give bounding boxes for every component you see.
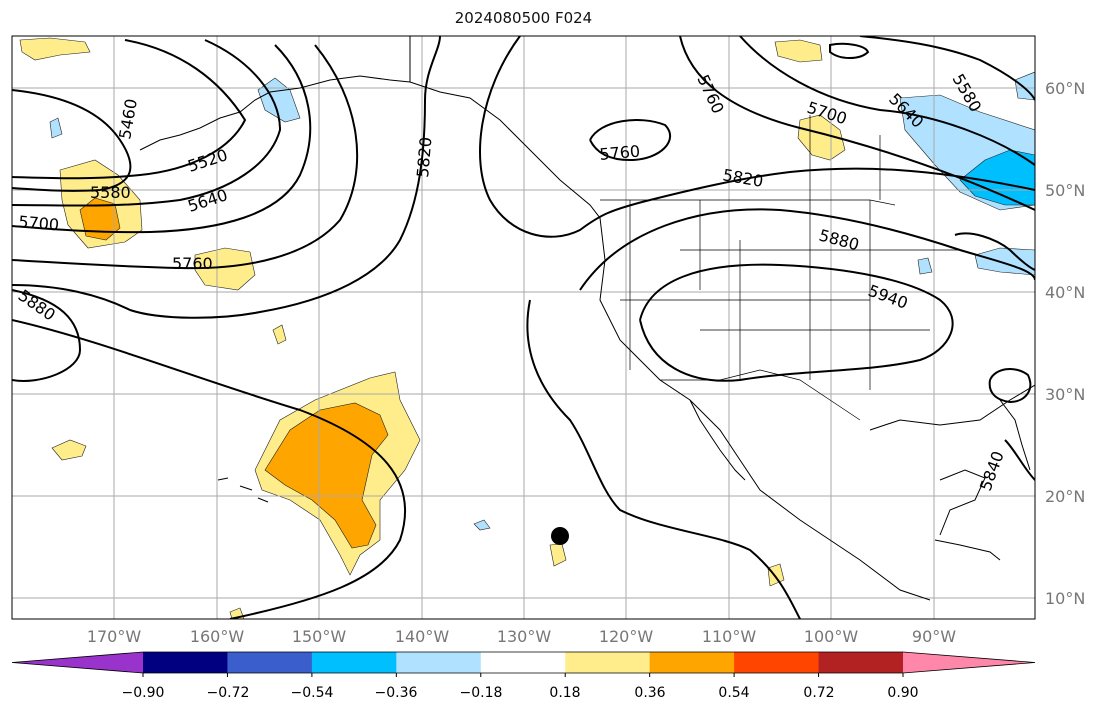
colorbar-segment	[649, 652, 735, 673]
colorbar-tick-label: −0.72	[207, 685, 250, 701]
longitude-tick-label: 150°W	[292, 627, 347, 646]
colorbar-tick-label: 0.90	[887, 685, 918, 701]
colorbar-tick-label: −0.90	[122, 685, 165, 701]
colorbar-tick-label: 0.54	[718, 685, 749, 701]
latitude-tick-label: 40°N	[1045, 283, 1085, 302]
longitude-tick-label: 100°W	[804, 627, 859, 646]
latitude-tick-label: 10°N	[1045, 589, 1085, 608]
colorbar-segment	[396, 652, 482, 673]
colorbar-segment	[480, 652, 566, 673]
colorbar-segment	[311, 652, 397, 673]
contour-label: 5820	[413, 136, 435, 178]
latitude-tick-label: 20°N	[1045, 487, 1085, 506]
colorbar-segment	[565, 652, 651, 673]
longitude-tick-label: 140°W	[395, 627, 450, 646]
colorbar-ticks: −0.90 −0.72 −0.54 −0.36 −0.18 0.18 0.36 …	[122, 685, 919, 701]
longitude-tick-label: 120°W	[599, 627, 654, 646]
colorbar-segment	[227, 652, 313, 673]
colorbar-tick-label: 0.72	[803, 685, 834, 701]
latitude-axis: 60°N 50°N 40°N 30°N 20°N 10°N	[1045, 79, 1085, 608]
colorbar-segment	[818, 652, 904, 673]
colorbar-segment	[734, 652, 820, 673]
contour-label: 5760	[172, 254, 213, 273]
map-border	[11, 35, 1036, 620]
colorbar-tick-label: −0.54	[291, 685, 334, 701]
latitude-tick-label: 60°N	[1045, 79, 1085, 98]
colorbar-tick-label: 0.36	[634, 685, 665, 701]
colorbar-extension-min	[12, 652, 143, 673]
latitude-tick-label: 30°N	[1045, 385, 1085, 404]
height-contours	[12, 36, 1035, 619]
colorbar	[11, 651, 1036, 677]
longitude-tick-label: 110°W	[702, 627, 757, 646]
colorbar-tick-label: −0.18	[460, 685, 503, 701]
longitude-tick-label: 160°W	[190, 627, 245, 646]
storm-center-marker	[551, 527, 569, 545]
longitude-tick-label: 130°W	[497, 627, 552, 646]
latitude-tick-label: 50°N	[1045, 181, 1085, 200]
contour-label: 5760	[599, 142, 641, 164]
longitude-axis: 170°W 160°W 150°W 140°W 130°W 120°W 110°…	[87, 627, 956, 646]
coastlines	[139, 36, 1035, 601]
colorbar-segment	[143, 652, 228, 673]
map-title: 2024080500 F024	[454, 9, 593, 27]
colorbar-extension-max	[903, 652, 1035, 673]
colorbar-tick-label: −0.36	[375, 685, 418, 701]
longitude-tick-label: 90°W	[912, 627, 956, 646]
contour-label: 5700	[18, 212, 60, 234]
contour-label: 5580	[90, 183, 131, 202]
colorbar-tick-label: 0.18	[549, 685, 580, 701]
graticule	[12, 36, 1035, 619]
longitude-tick-label: 170°W	[87, 627, 142, 646]
